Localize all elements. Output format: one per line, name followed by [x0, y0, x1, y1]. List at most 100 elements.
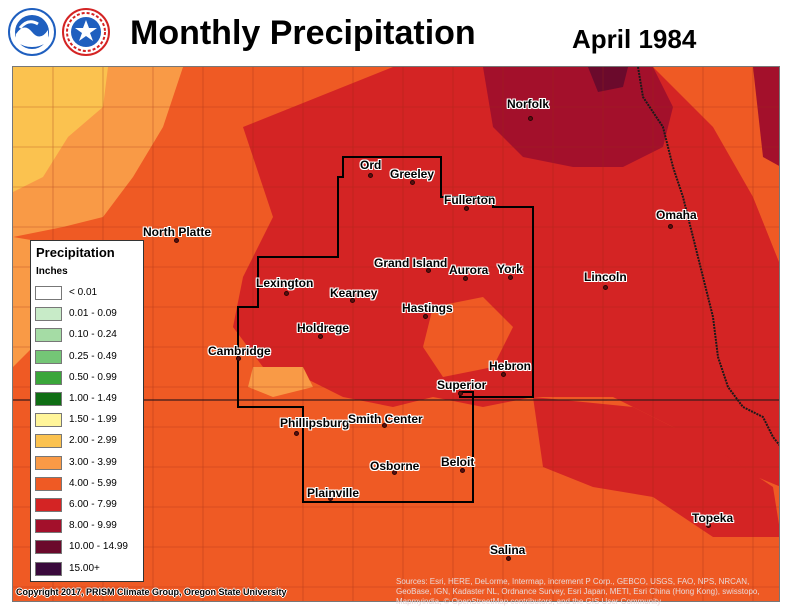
legend-entry: 1.00 - 1.49	[35, 392, 143, 408]
legend-swatch	[35, 349, 62, 364]
legend-swatch	[35, 476, 62, 491]
noaa-logo	[8, 8, 56, 56]
city-label: Hebron	[489, 359, 531, 373]
legend-swatch	[35, 498, 62, 512]
city-marker	[174, 238, 179, 243]
city-marker	[506, 556, 511, 561]
city-label: Ord	[360, 158, 382, 172]
city-marker	[350, 298, 355, 303]
city-marker	[368, 173, 373, 178]
missouri-river	[637, 67, 779, 447]
forecast-area-outline	[237, 156, 534, 503]
precip-zone-6-8	[233, 67, 779, 487]
legend-swatch	[35, 434, 62, 449]
legend-entry: < 0.01	[35, 286, 143, 302]
city-label: Salina	[490, 543, 526, 557]
city-marker	[668, 224, 673, 229]
legend-label: 0.01 - 0.09	[69, 308, 117, 320]
city-marker	[706, 523, 711, 528]
legend-swatch	[35, 561, 62, 576]
legend-label: 6.00 - 7.99	[69, 499, 117, 510]
legend-label: 1.50 - 1.99	[69, 414, 117, 426]
city-marker	[410, 180, 415, 185]
legend-entry: 0.25 - 0.49	[35, 349, 143, 366]
city-marker	[458, 391, 463, 396]
legend-label: 8.00 - 9.99	[69, 520, 117, 532]
city-label: Lincoln	[584, 270, 627, 284]
city-label: Fullerton	[444, 193, 496, 207]
map-date: April 1984	[572, 24, 697, 54]
legend-entry: 0.50 - 0.99	[35, 370, 143, 387]
city-marker	[528, 116, 533, 121]
legend-entry: 6.00 - 7.99	[35, 498, 143, 514]
city-marker	[392, 470, 397, 475]
legend-label: 4.00 - 5.99	[69, 477, 117, 489]
city-marker	[464, 206, 469, 211]
legend-swatch	[35, 455, 62, 470]
precip-zone-10-15	[588, 67, 628, 92]
city-label: Superior	[437, 378, 487, 392]
legend-label: 0.50 - 0.99	[69, 371, 117, 383]
city-label: York	[497, 262, 523, 276]
legend-entry: 0.10 - 0.24	[35, 328, 143, 344]
legend-swatch	[35, 307, 62, 322]
legend-entry: 4.00 - 5.99	[35, 476, 143, 493]
city-marker	[294, 431, 299, 436]
city-marker	[236, 356, 241, 361]
city-label: Osborne	[370, 459, 420, 473]
city-label: Cambridge	[208, 344, 271, 358]
legend-entry: 15.00+	[35, 561, 143, 578]
precip-pocket-southwest	[248, 367, 313, 397]
city-label: Smith Center	[348, 412, 423, 426]
nws-seal-icon	[62, 8, 110, 56]
nws-logo	[62, 8, 110, 56]
city-marker	[460, 468, 465, 473]
city-marker	[318, 334, 323, 339]
legend-entry: 1.50 - 1.99	[35, 413, 143, 429]
city-marker	[501, 372, 506, 377]
legend-entry: 2.00 - 2.99	[35, 434, 143, 450]
city-label: Lexington	[256, 276, 314, 290]
city-marker	[382, 423, 387, 428]
city-label: Holdrege	[297, 321, 350, 335]
legend-swatch	[35, 286, 62, 300]
precip-zone-2-3	[13, 67, 108, 192]
legend-label: 10.00 - 14.99	[69, 541, 128, 553]
city-marker	[508, 275, 513, 280]
legend-label: 0.10 - 0.24	[69, 329, 117, 341]
legend-swatch	[35, 328, 62, 343]
city-marker	[423, 314, 428, 319]
city-label: Omaha	[656, 208, 697, 222]
city-marker	[426, 268, 431, 273]
precip-zone-8-10	[483, 67, 673, 167]
legend-label: 2.00 - 2.99	[69, 435, 117, 447]
city-marker	[603, 285, 608, 290]
legend-label: 0.25 - 0.49	[69, 350, 117, 362]
city-label: Hastings	[402, 301, 453, 315]
city-label: Topeka	[692, 511, 734, 525]
city-label: North Platte	[143, 225, 212, 239]
legend-entry: 0.01 - 0.09	[35, 307, 143, 323]
city-label: Aurora	[449, 263, 489, 277]
legend-swatch	[35, 519, 62, 534]
legend-label: < 0.01	[69, 287, 98, 298]
legend-label: 3.00 - 3.99	[69, 456, 117, 468]
city-label: Greeley	[390, 167, 435, 181]
legend-swatch	[35, 370, 62, 385]
city-marker	[463, 276, 468, 281]
legend-entry: 8.00 - 9.99	[35, 519, 143, 535]
map-title: Monthly Precipitation	[130, 14, 476, 52]
city-label: Norfolk	[507, 97, 549, 111]
precip-pocket-central	[423, 297, 513, 377]
precip-zone-8-10-east	[753, 67, 779, 166]
city-label: Grand Island	[374, 256, 448, 270]
legend-swatch	[35, 413, 62, 428]
basemap-source-credit: Sources: Esri, HERE, DeLorme, Intermap, …	[396, 577, 760, 606]
city-label: Beloit	[441, 455, 475, 469]
noaa-seal-icon	[8, 8, 56, 56]
legend-swatch	[35, 540, 62, 555]
city-label: Plainville	[307, 486, 360, 500]
legend-label: 15.00+	[69, 562, 100, 574]
legend-label: 1.00 - 1.49	[69, 393, 117, 404]
